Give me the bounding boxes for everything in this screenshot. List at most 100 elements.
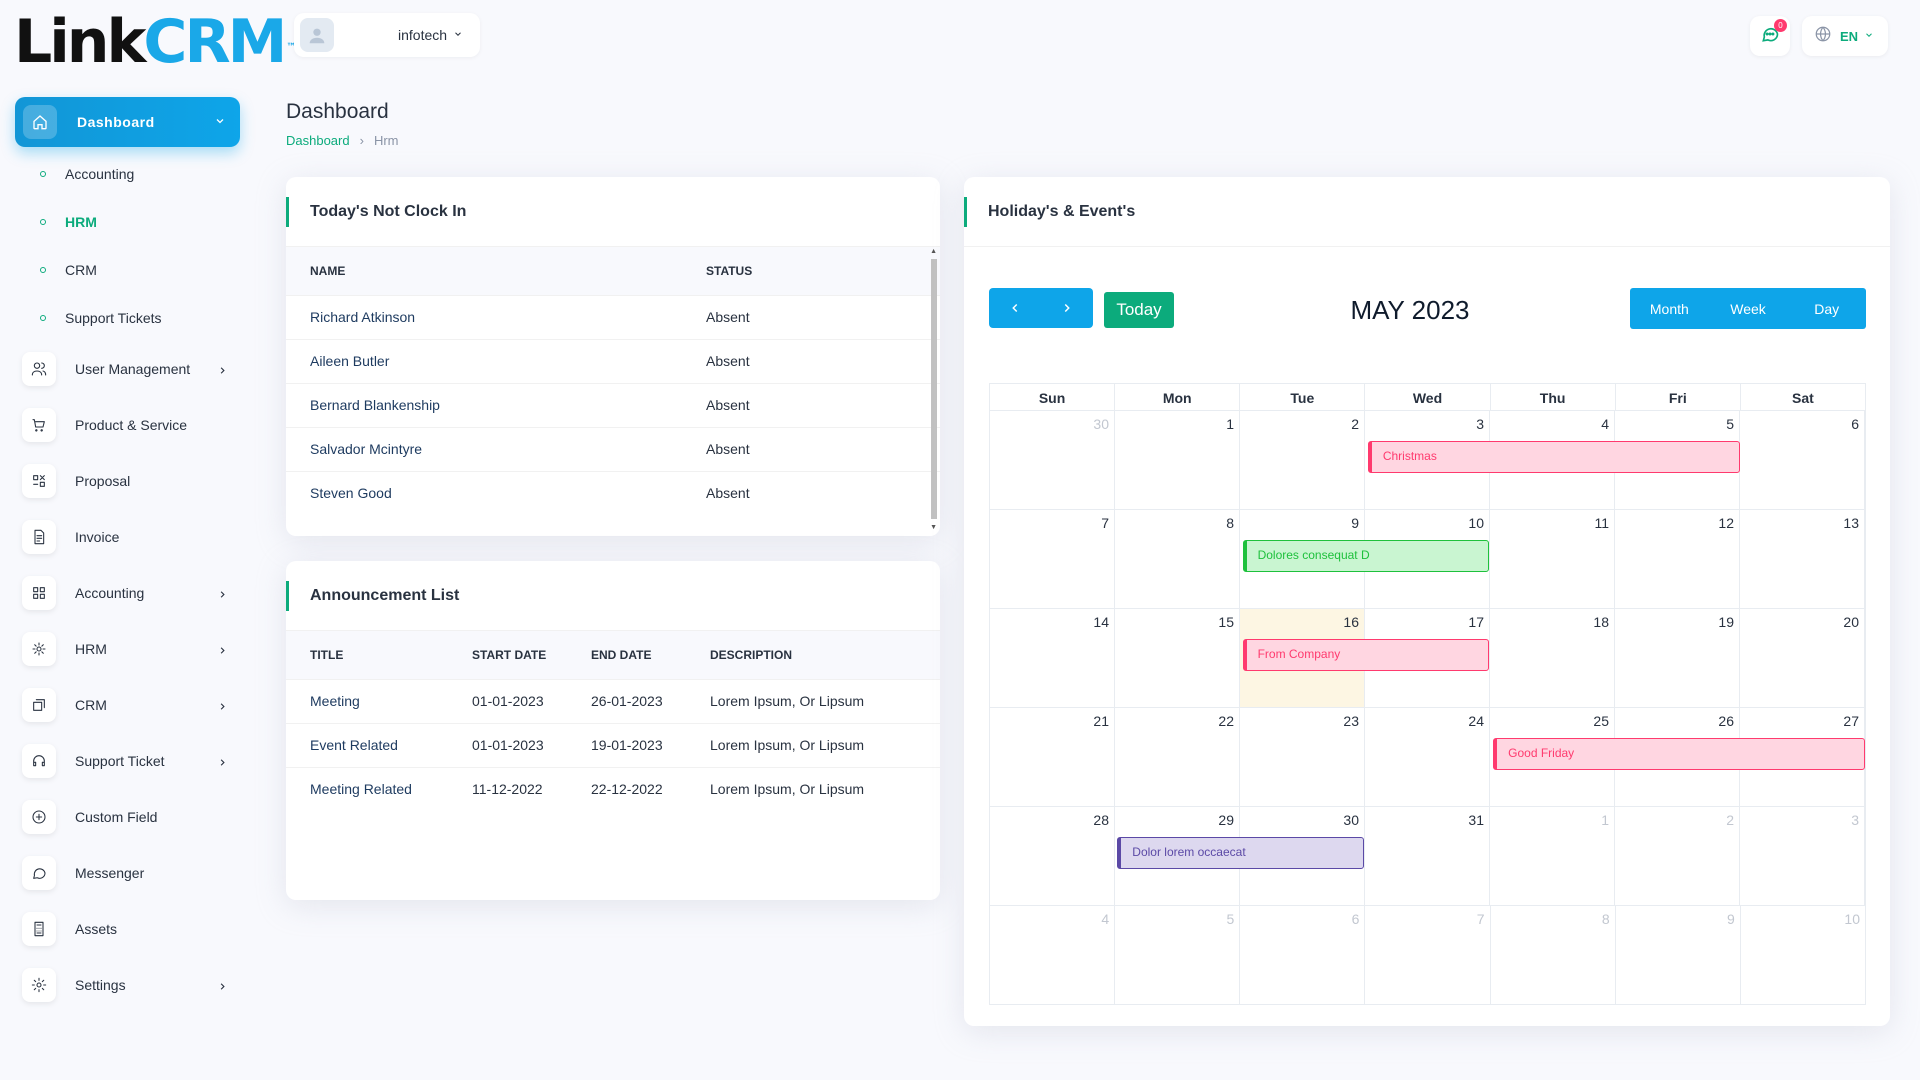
calendar-day-cell[interactable]: 23	[1240, 708, 1365, 806]
breadcrumb-link-dashboard[interactable]: Dashboard	[286, 133, 350, 148]
calendar-day-cell[interactable]: 18	[1490, 609, 1615, 707]
calendar-day-cell[interactable]: 7	[990, 510, 1115, 608]
sidebar-item-support-ticket[interactable]: Support Ticket	[22, 743, 240, 779]
sidebar-subitem-support-tickets[interactable]: Support Tickets	[40, 308, 162, 328]
calendar-day-number: 8	[1226, 515, 1234, 531]
language-code: EN	[1840, 28, 1859, 44]
calendar-day-number: 3	[1851, 812, 1859, 828]
sidebar-subitem-crm[interactable]: CRM	[40, 260, 97, 280]
messages-button[interactable]: 0	[1750, 16, 1790, 56]
sidebar-item-hrm[interactable]: HRM	[22, 631, 240, 667]
calendar-day-number: 29	[1218, 812, 1234, 828]
calendar-day-cell[interactable]: 11	[1490, 510, 1615, 608]
scroll-down-arrow[interactable]: ▼	[930, 524, 937, 531]
calendar-day-cell[interactable]: 10	[1365, 510, 1490, 608]
calendar-day-cell[interactable]: 1	[1490, 807, 1615, 905]
sidebar-subitem-hrm[interactable]: HRM	[40, 212, 97, 232]
column-header-description: Description	[710, 631, 940, 679]
calendar-day-cell[interactable]: 12	[1615, 510, 1740, 608]
calendar-day-cell[interactable]: 7	[1365, 906, 1491, 1004]
calendar-day-cell[interactable]: 13	[1740, 510, 1865, 608]
table-row: Richard Atkinson Absent	[286, 294, 940, 339]
announcement-title: Meeting Related	[286, 766, 472, 811]
sidebar-item-invoice[interactable]: Invoice	[22, 519, 240, 555]
chevron-right-icon	[217, 643, 228, 659]
sidebar-item-messenger[interactable]: Messenger	[22, 855, 240, 891]
calendar-day-cell[interactable]: 20	[1740, 609, 1865, 707]
calendar-day-cell[interactable]: 5	[1115, 906, 1241, 1004]
calendar-event[interactable]: Dolores consequat D	[1242, 540, 1490, 572]
calendar-day-cell[interactable]: 9	[1616, 906, 1741, 1004]
weekday-label: Fri	[1616, 384, 1741, 410]
calendar-day-cell[interactable]: 31	[1365, 807, 1490, 905]
calendar-day-number: 14	[1093, 614, 1109, 630]
calendar-day-cell[interactable]: 30	[1240, 807, 1365, 905]
chevron-right-icon: ›	[359, 133, 364, 148]
calendar-next-button[interactable]	[1041, 288, 1093, 328]
calendar-prev-button[interactable]	[989, 288, 1041, 328]
calendar-day-number: 10	[1844, 911, 1860, 927]
employee-name: Aileen Butler	[286, 338, 706, 383]
calendar-day-cell[interactable]: 24	[1365, 708, 1490, 806]
calendar-day-cell[interactable]: 2	[1615, 807, 1740, 905]
calendar-day-cell[interactable]: 22	[1115, 708, 1240, 806]
calendar-event[interactable]: Christmas	[1367, 441, 1740, 473]
chevron-right-icon	[217, 587, 228, 603]
calendar-day-cell[interactable]: 2	[1240, 411, 1365, 509]
user-menu[interactable]: infotech	[294, 13, 480, 57]
calendar-day-cell[interactable]: 17	[1365, 609, 1490, 707]
sidebar-item-label: User Management	[75, 361, 191, 377]
calendar-event[interactable]: Good Friday	[1493, 738, 1865, 770]
sidebar-item-product-service[interactable]: Product & Service	[22, 407, 240, 443]
sidebar-item-assets[interactable]: Assets	[22, 911, 240, 947]
gear-icon	[22, 968, 56, 1002]
calendar-view-week[interactable]: Week	[1730, 300, 1766, 317]
sidebar-item-user-management[interactable]: User Management	[22, 351, 240, 387]
calendar-day-cell[interactable]: 21	[990, 708, 1115, 806]
announcement-end-date: 26-01-2023	[591, 678, 710, 723]
calendar-day-cell[interactable]: 1	[1115, 411, 1240, 509]
notification-badge: 0	[1774, 19, 1787, 32]
calculator-icon	[22, 912, 56, 946]
hrm-icon	[22, 632, 56, 666]
sidebar-item-dashboard[interactable]: Dashboard	[15, 97, 240, 147]
calendar-today-button[interactable]: Today	[1104, 292, 1174, 328]
calendar-day-cell[interactable]: 8	[1115, 510, 1240, 608]
scroll-up-arrow[interactable]: ▲	[930, 248, 937, 255]
language-selector[interactable]: EN	[1802, 16, 1888, 56]
calendar-event[interactable]: From Company	[1242, 639, 1490, 671]
calendar-view-day[interactable]: Day	[1814, 300, 1840, 317]
breadcrumb-current: Hrm	[373, 133, 399, 148]
weekday-label: Tue	[1240, 384, 1366, 410]
sidebar-subitem-accounting[interactable]: Accounting	[40, 164, 134, 184]
calendar-view-month[interactable]: Month	[1649, 300, 1689, 317]
brand-logo[interactable]: Link CRM ™	[14, 12, 296, 72]
calendar-day-cell[interactable]: 19	[1615, 609, 1740, 707]
sidebar-item-custom-field[interactable]: Custom Field	[22, 799, 240, 835]
scrollbar-thumb[interactable]	[931, 259, 937, 519]
calendar-day-number: 12	[1718, 515, 1734, 531]
calendar-day-cell[interactable]: 28	[990, 807, 1115, 905]
calendar-day-cell[interactable]: 15	[1115, 609, 1240, 707]
calendar-day-number: 19	[1718, 614, 1734, 630]
sidebar-item-accounting[interactable]: Accounting	[22, 575, 240, 611]
calendar-day-cell[interactable]: 4	[990, 906, 1116, 1004]
sidebar-item-proposal[interactable]: Proposal	[22, 463, 240, 499]
weekday-label: Sat	[1792, 390, 1814, 406]
cart-icon	[22, 408, 56, 442]
calendar-day-cell[interactable]: 6	[1740, 411, 1865, 509]
chevron-right-icon	[217, 699, 228, 715]
sidebar-item-label: Accounting	[75, 585, 145, 601]
card-header: Today's Not Clock In	[286, 177, 940, 247]
calendar-day-cell[interactable]: 6	[1240, 906, 1366, 1004]
sidebar-item-settings[interactable]: Settings	[22, 967, 240, 1003]
calendar-day-cell[interactable]: 3	[1740, 807, 1865, 905]
sidebar-item-crm[interactable]: CRM	[22, 687, 240, 723]
sidebar-subitem-label: Accounting	[65, 166, 135, 182]
calendar-event[interactable]: Dolor lorem occaecat	[1117, 837, 1364, 869]
calendar-day-cell[interactable]: 8	[1491, 906, 1616, 1004]
calendar-day-cell[interactable]: 10	[1741, 906, 1865, 1004]
calendar-day-cell[interactable]: 30	[990, 411, 1115, 509]
calendar-day-cell[interactable]: 14	[990, 609, 1115, 707]
announcement-description: Lorem Ipsum, Or Lipsum	[710, 766, 940, 811]
